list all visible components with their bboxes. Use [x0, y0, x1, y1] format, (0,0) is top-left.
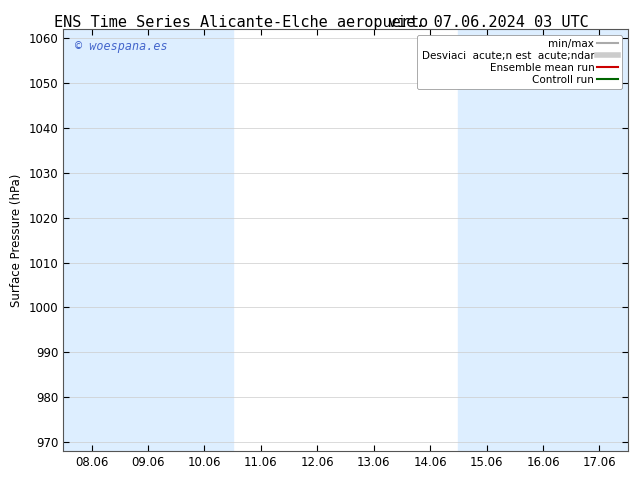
Bar: [63, 29, 233, 451]
Bar: [458, 29, 634, 451]
Y-axis label: Surface Pressure (hPa): Surface Pressure (hPa): [10, 173, 23, 307]
Text: vie. 07.06.2024 03 UTC: vie. 07.06.2024 03 UTC: [388, 15, 588, 30]
Text: ENS Time Series Alicante-Elche aeropuerto: ENS Time Series Alicante-Elche aeropuert…: [54, 15, 428, 30]
Legend: min/max, Desviaci  acute;n est  acute;ndar, Ensemble mean run, Controll run: min/max, Desviaci acute;n est acute;ndar…: [417, 35, 623, 89]
Text: © woespana.es: © woespana.es: [75, 40, 167, 53]
